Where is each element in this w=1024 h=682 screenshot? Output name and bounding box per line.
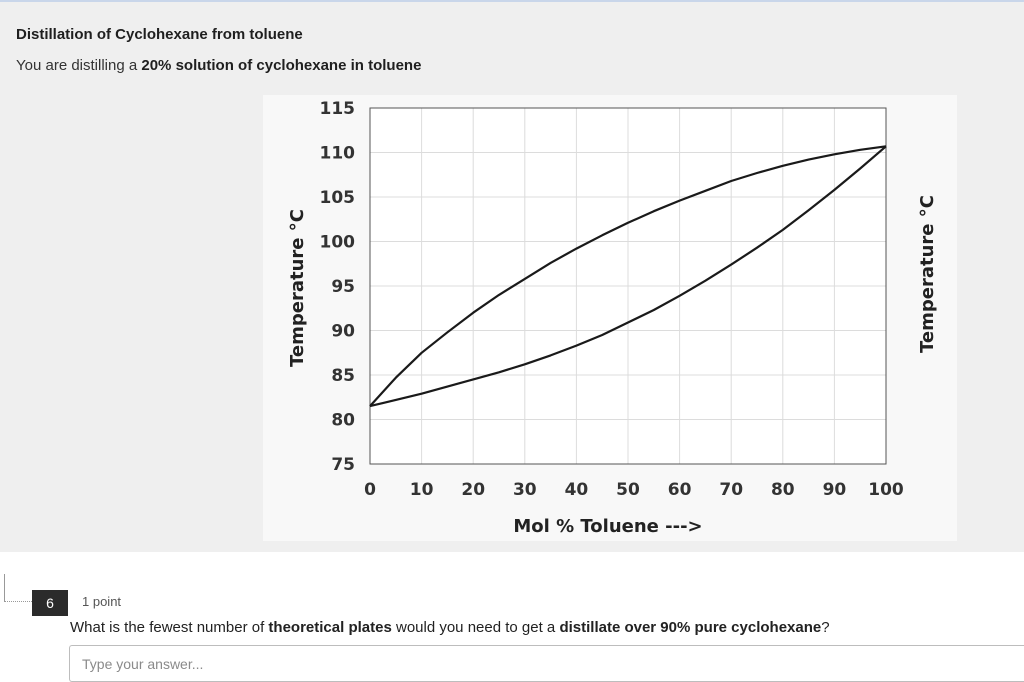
question-text-part: ? (821, 619, 830, 636)
vapor-curve (369, 145, 887, 407)
question-text: What is the fewest number of theoretical… (70, 619, 830, 636)
question-marker (4, 574, 32, 602)
y-tick-label: 105 (320, 188, 356, 208)
y-axis-label-right: Temperature °C (917, 195, 938, 353)
y-tick-label: 115 (320, 99, 356, 119)
x-axis-label: Mol % Toluene ---> (513, 516, 702, 537)
y-tick-label: 75 (331, 455, 355, 475)
phase-diagram-chart: 0 10 20 30 40 50 60 70 80 90 100 75 80 85 90 95 100 105 11… (263, 95, 957, 541)
y-tick-label: 90 (331, 322, 355, 342)
section-desc-bold: 20% solution of cyclohexane in toluene (141, 57, 422, 74)
x-tick-label: 0 (364, 480, 376, 500)
x-tick-label: 90 (823, 480, 847, 500)
question-text-part: What is the fewest number of (70, 619, 269, 636)
section-title: Distillation of Cyclohexane from toluene (16, 26, 303, 43)
x-tick-label: 40 (565, 480, 589, 500)
answer-input[interactable] (69, 645, 1024, 682)
x-tick-label: 20 (461, 480, 485, 500)
y-tick-label: 80 (331, 411, 355, 431)
question-context-panel: Distillation of Cyclohexane from toluene… (0, 0, 1024, 552)
x-tick-label: 30 (513, 480, 537, 500)
section-desc-text: You are distilling a (16, 57, 142, 74)
question-number: 6 (32, 590, 68, 616)
plot-frame (369, 107, 887, 465)
chart-svg: 0 10 20 30 40 50 60 70 80 90 100 75 80 85 90 95 100 105 11… (287, 99, 938, 537)
x-tick-label: 100 (868, 480, 904, 500)
y-tick-label: 85 (331, 366, 355, 386)
y-tick-label: 100 (320, 233, 356, 253)
liquid-curve (369, 145, 887, 408)
x-tick-label: 80 (771, 480, 795, 500)
question-bold-part: distillate over 90% pure cyclohexane (559, 619, 822, 636)
question-points: 1 point (82, 594, 122, 609)
x-tick-label: 60 (668, 480, 692, 500)
x-tick-label: 50 (616, 480, 640, 500)
question-bold-part: theoretical plates (268, 619, 392, 636)
y-tick-label: 110 (320, 144, 356, 164)
section-description: You are distilling a 20% solution of cyc… (16, 57, 421, 74)
y-tick-label: 95 (331, 277, 355, 297)
question-text-part: would you need to get a (391, 619, 560, 636)
y-axis-label: Temperature °C (287, 209, 308, 367)
x-tick-label: 70 (719, 480, 743, 500)
x-tick-label: 10 (410, 480, 434, 500)
